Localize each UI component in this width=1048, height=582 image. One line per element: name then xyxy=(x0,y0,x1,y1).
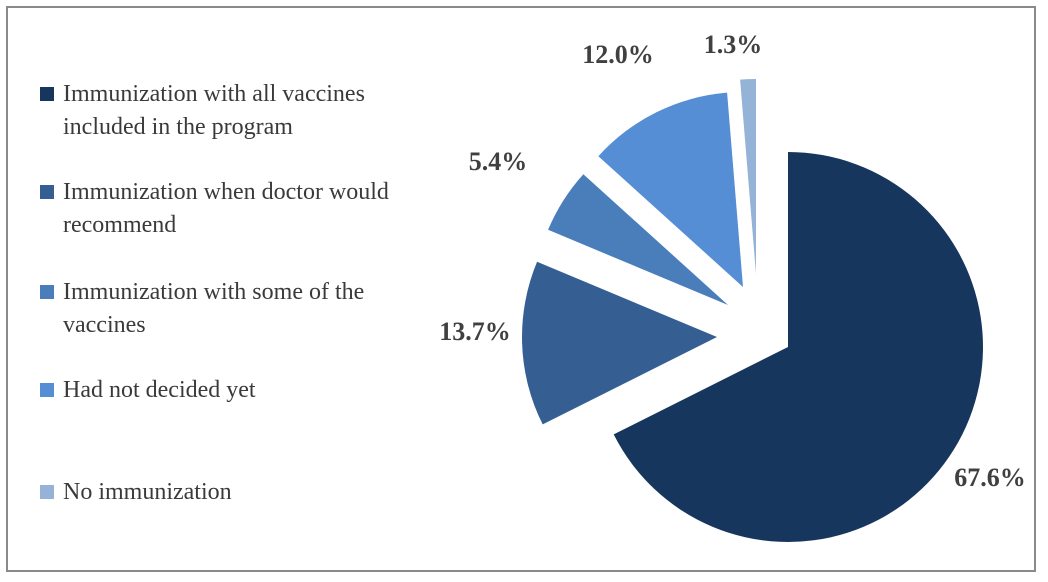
pie-slice-doctor-recommend xyxy=(522,261,717,425)
legend-label-some-vaccines: Immunization with some of the vaccines xyxy=(63,279,365,338)
legend-label-doctor-recommend: Immunization when doctor would recommend xyxy=(63,179,389,238)
legend-swatch-all-vaccines xyxy=(40,87,54,101)
pie-slice-not-decided xyxy=(598,92,743,287)
pie-slice-all-vaccines xyxy=(613,152,984,542)
pie-value-labels: 67.6% 13.7% 5.4% 12.0% 1.3% xyxy=(439,30,1026,492)
legend-swatch-doctor-recommend xyxy=(40,185,54,199)
legend-swatch-no-immunization xyxy=(40,485,54,499)
legend-label-all-vaccines: Immunization with all vaccines included … xyxy=(63,81,365,140)
chart-legend: Immunization with all vaccines included … xyxy=(40,0,440,582)
pie-value-label-no-immunization: 1.3% xyxy=(704,30,763,59)
pie-value-label-all-vaccines: 67.6% xyxy=(954,463,1026,492)
pie-slice-no-immunization xyxy=(740,79,756,274)
legend-label-no-immunization: No immunization xyxy=(63,479,232,505)
legend-label-not-decided: Had not decided yet xyxy=(63,377,256,403)
pie-slices xyxy=(522,79,984,542)
pie-value-label-some-vaccines: 5.4% xyxy=(469,147,528,176)
legend-swatch-some-vaccines xyxy=(40,285,54,299)
legend-swatch-not-decided xyxy=(40,383,54,397)
pie-value-label-not-decided: 12.0% xyxy=(582,40,654,69)
pie-value-label-doctor-recommend: 13.7% xyxy=(439,317,511,346)
pie-slice-some-vaccines xyxy=(548,174,728,305)
